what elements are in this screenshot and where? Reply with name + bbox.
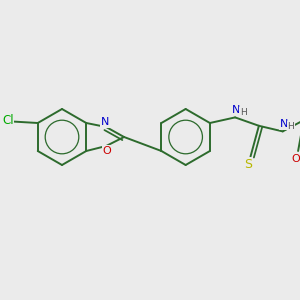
Text: O: O xyxy=(292,154,300,164)
Text: H: H xyxy=(240,108,247,117)
Text: N: N xyxy=(232,105,240,116)
Text: N: N xyxy=(101,117,109,127)
Text: O: O xyxy=(103,146,112,156)
Text: S: S xyxy=(244,158,253,171)
Text: N: N xyxy=(280,119,288,129)
Text: H: H xyxy=(287,122,294,131)
Text: Cl: Cl xyxy=(2,114,14,127)
